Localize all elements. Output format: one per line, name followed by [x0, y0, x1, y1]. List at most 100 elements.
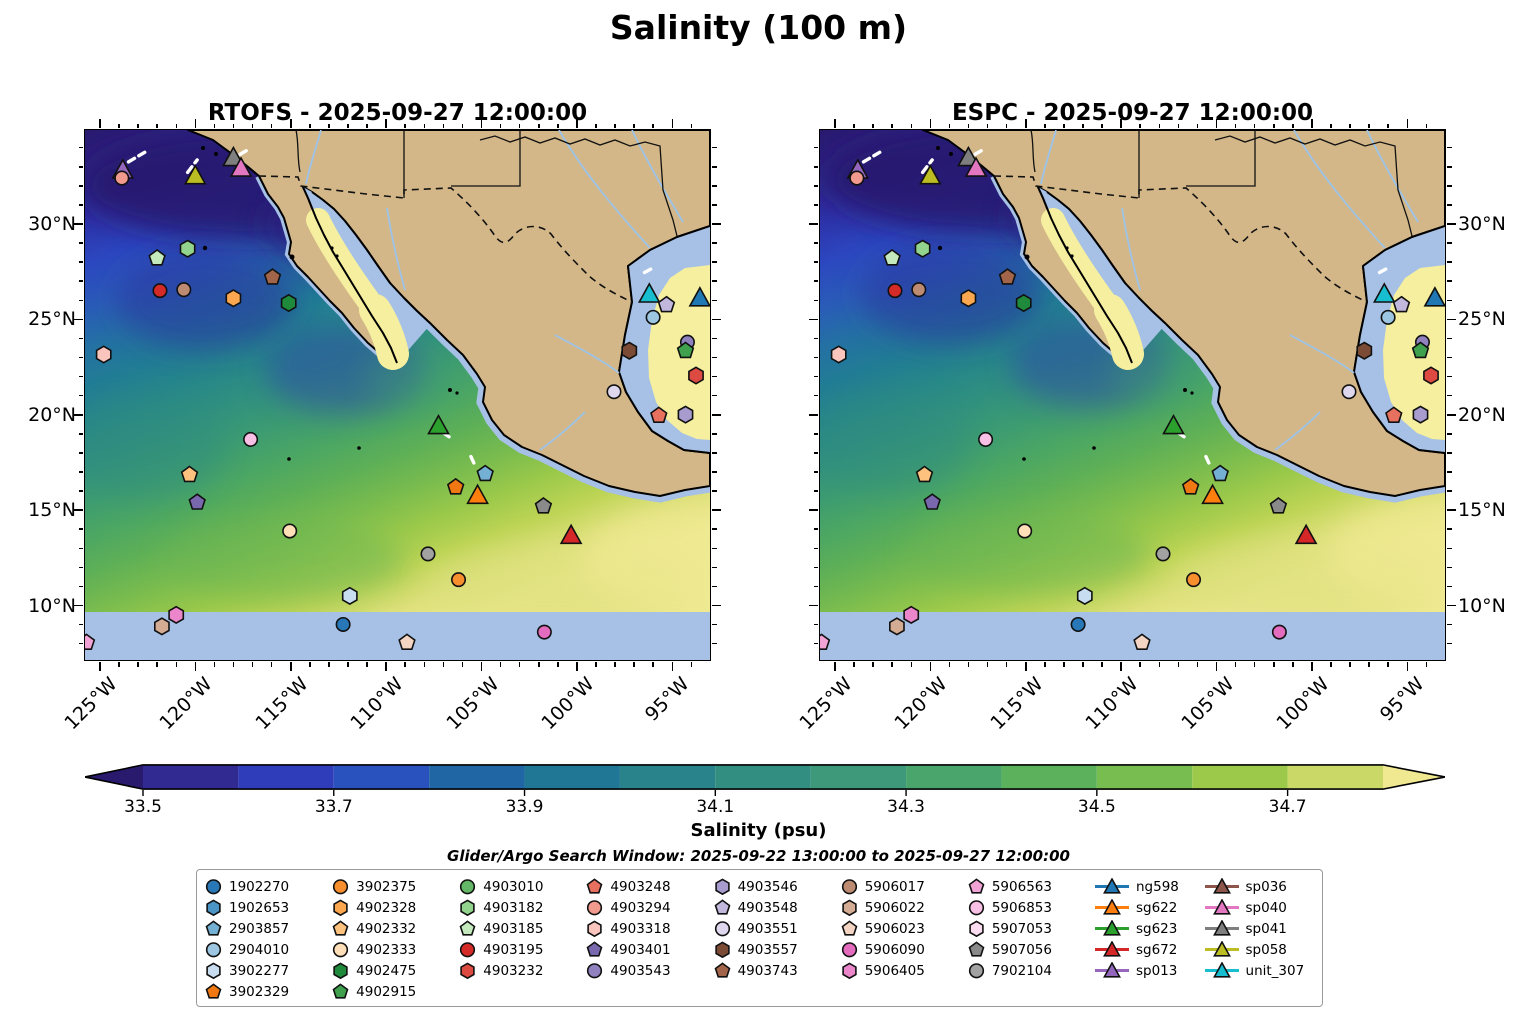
axis-tick	[289, 119, 292, 128]
axis-tick	[78, 394, 83, 397]
legend-label: 4902915	[356, 983, 417, 1000]
glider-marker-icon	[1094, 962, 1129, 978]
axis-tick	[853, 123, 855, 128]
axis-tick	[328, 123, 330, 128]
axis-tick	[1349, 662, 1351, 667]
axis-tick	[99, 119, 101, 128]
legend-label: 5906090	[864, 941, 925, 958]
legend-column: 4903546 4903548 4903551 4903557 4903743	[714, 876, 841, 981]
axis-tick	[712, 642, 717, 645]
legend-item-5906405: 5906405	[841, 960, 968, 981]
glider-marker-icon	[1204, 920, 1239, 936]
legend-label: 5906563	[991, 878, 1052, 895]
marker-4903557	[1356, 341, 1373, 360]
axis-tick	[813, 566, 818, 569]
axis-tick	[1447, 223, 1456, 225]
marker-4902475	[280, 293, 297, 313]
legend-item-3902329: 3902329	[205, 981, 332, 1002]
marker-4903743	[998, 268, 1017, 285]
glider-marker-icon	[1094, 878, 1129, 894]
axis-tick	[78, 242, 83, 244]
axis-tick	[813, 356, 818, 359]
float-marker-icon	[841, 942, 857, 958]
float-marker-icon	[205, 920, 222, 936]
axis-tick	[576, 662, 578, 671]
axis-tick	[175, 123, 178, 128]
marker-3902375	[1186, 572, 1202, 588]
float-marker-icon	[968, 878, 985, 894]
axis-tick	[671, 662, 674, 671]
axis-tick	[78, 337, 83, 340]
axis-tick	[1234, 662, 1237, 667]
marker-unit_307	[637, 282, 661, 303]
legend-column: 3902375 4902328 4902332 4902333 4902475 49029…	[332, 876, 459, 1002]
marker-3902329	[446, 477, 465, 495]
axis-tick	[712, 318, 721, 321]
axis-tick	[1368, 123, 1370, 128]
axis-tick	[78, 585, 83, 588]
legend-label: 3902329	[229, 983, 290, 1000]
marker-sg622	[466, 483, 489, 505]
axis-tick	[948, 662, 951, 667]
marker-4902915	[676, 341, 695, 359]
marker-5906017	[176, 282, 192, 298]
axis-tick	[813, 165, 818, 168]
legend-column: 4903010 4903182 4903185 4903195 4903232	[459, 876, 586, 981]
axis-tick	[1447, 242, 1452, 244]
axis-tick	[809, 604, 818, 607]
axis-tick	[537, 662, 540, 667]
no-data-band	[820, 612, 1445, 660]
marker-4902333	[1017, 523, 1033, 539]
map-panel-espc	[809, 119, 1456, 671]
axis-tick	[1425, 662, 1428, 667]
legend-item-sp058: sp058	[1204, 939, 1315, 960]
marker-sp040	[229, 156, 253, 177]
axis-tick	[1447, 413, 1456, 416]
axis-tick	[557, 662, 559, 667]
legend-label: 7902104	[991, 962, 1052, 979]
colorbar-tick-label: 33.5	[124, 797, 162, 817]
axis-tick	[1024, 119, 1027, 128]
axis-tick	[712, 185, 717, 187]
marker-4903557	[621, 341, 638, 360]
axis-tick	[712, 356, 717, 359]
axis-tick	[461, 662, 464, 667]
legend-item-unit_307: unit_307	[1204, 960, 1315, 981]
marker-4903743	[263, 268, 282, 285]
float-marker-icon	[968, 900, 984, 916]
legend-item-4903557: 4903557	[714, 939, 841, 960]
axis-tick	[633, 662, 635, 667]
axis-tick	[289, 662, 292, 671]
marker-4903546	[1412, 405, 1429, 424]
legend-label: sp041	[1245, 920, 1287, 937]
axis-tick	[809, 509, 818, 511]
axis-tick	[78, 528, 83, 531]
axis-tick	[1082, 662, 1084, 667]
legend-label: 4903546	[737, 878, 798, 895]
axis-tick	[1447, 337, 1452, 340]
float-marker-icon	[969, 920, 984, 937]
legend-label: 4903185	[483, 920, 544, 937]
axis-tick	[74, 223, 83, 225]
marker-sg672	[559, 523, 583, 545]
axis-tick	[652, 662, 655, 667]
axis-tick	[137, 662, 139, 667]
axis-tick	[78, 356, 83, 359]
axis-tick	[78, 185, 83, 187]
legend-label: sg623	[1135, 920, 1178, 937]
axis-tick	[78, 280, 83, 283]
legend-item-sg623: sg623	[1094, 918, 1205, 939]
axis-tick	[537, 123, 540, 128]
legend-label: 4903548	[737, 899, 798, 916]
marker-4903195	[887, 283, 903, 299]
axis-tick	[499, 662, 502, 667]
axis-tick	[813, 585, 818, 588]
marker-7902104	[420, 546, 436, 562]
platform-legend: 1902270 1902653 2903857 2904010 3902277 39023…	[196, 869, 1323, 1007]
us-mexico-border	[993, 175, 1368, 303]
axis-tick	[948, 123, 951, 128]
axis-tick	[74, 604, 83, 607]
float-marker-icon	[333, 899, 348, 916]
axis-tick	[1447, 433, 1452, 435]
axis-tick	[1447, 547, 1452, 550]
